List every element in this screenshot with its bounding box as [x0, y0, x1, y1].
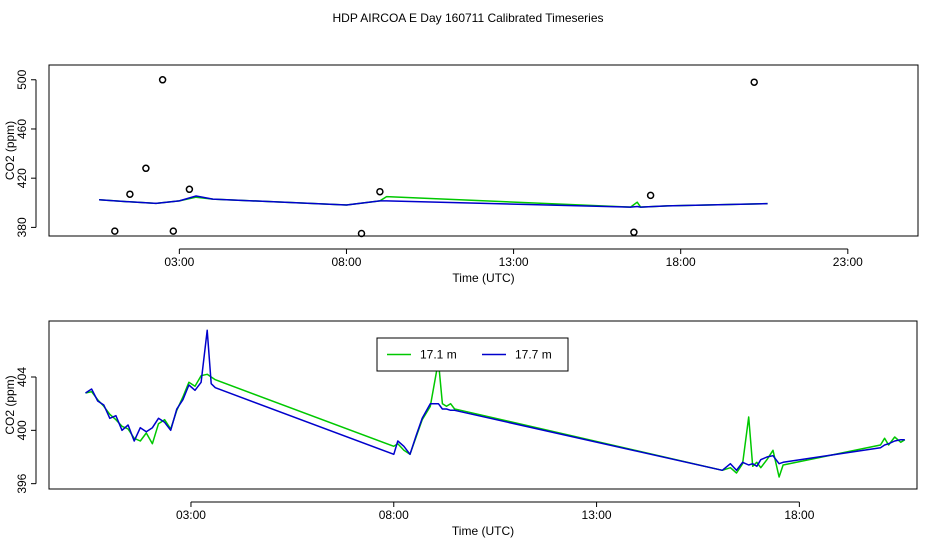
plot-frame [48, 64, 919, 237]
calibration-point [169, 227, 178, 235]
legend-label: 17.1 m [420, 348, 457, 362]
y-tick-label: 420 [15, 168, 29, 188]
y-tick-label: 500 [15, 69, 29, 89]
x-axis-label: Time (UTC) [452, 271, 514, 285]
series-line-17-7-mm [99, 195, 768, 208]
calibration-point [142, 164, 150, 173]
x-tick-label: 18:00 [784, 508, 814, 522]
calibration-point [376, 187, 384, 196]
calibration-point [111, 227, 119, 235]
y-tick-label: 396 [15, 473, 29, 493]
calibration-point [185, 185, 194, 194]
x-tick-label: 13:00 [582, 508, 612, 522]
x-tick-label: 08:00 [331, 255, 361, 269]
top-panel: 03:00 08:00 13:00 18:00 23:00 Time (UTC) 380 42… [3, 64, 919, 285]
calibration-point [158, 76, 167, 84]
x-tick-label: 08:00 [379, 508, 409, 522]
y-tick-label: 400 [15, 420, 29, 440]
x-tick-label: 03:00 [176, 508, 206, 522]
y-tick-label: 460 [15, 119, 29, 139]
calibration-point [126, 190, 134, 198]
x-axis-label: Time (UTC) [452, 524, 514, 538]
x-tick-label: 03:00 [164, 255, 194, 269]
calibration-point [750, 78, 758, 86]
calibration-point [646, 191, 655, 200]
legend-label: 17.7 m [515, 348, 552, 362]
y-axis-label: CO2 (ppm) [3, 121, 17, 180]
x-tick-label: 18:00 [666, 255, 696, 269]
x-tick-label: 23:00 [833, 255, 863, 269]
y-tick-label: 380 [15, 217, 29, 237]
calibration-point [630, 228, 638, 237]
x-tick-label: 13:00 [499, 255, 529, 269]
y-tick-label: 404 [15, 367, 29, 387]
plot-frame [48, 320, 918, 490]
series-line-17-7-mm [85, 329, 905, 472]
y-axis-label: CO2 (ppm) [3, 375, 17, 434]
chart-title: HDP AIRCOA E Day 160711 Calibrated Times… [332, 11, 603, 25]
bottom-panel: 03:00 08:00 13:00 18:00 Time (UTC) 396 400 404C… [3, 320, 918, 538]
